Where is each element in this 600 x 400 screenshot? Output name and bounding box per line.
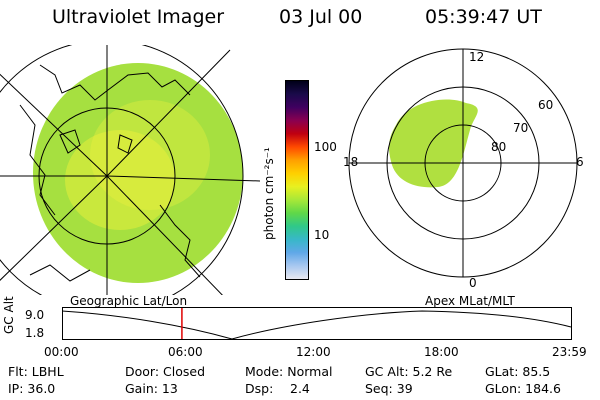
mlt-label-12: 12 xyxy=(469,50,484,64)
door-info: Door: Closed xyxy=(125,364,206,379)
lat-label-60: 60 xyxy=(538,98,553,112)
glat-info: GLat: 85.5 xyxy=(485,364,551,379)
timeline-xtick: 12:00 xyxy=(296,345,331,359)
filter-info: Flt: LBHL xyxy=(8,364,64,379)
mlt-label-18: 18 xyxy=(343,155,358,169)
left-panel-caption: Geographic Lat/Lon xyxy=(70,294,188,308)
magnetic-polar-plot: 12 18 6 0 60 70 80 xyxy=(343,48,584,290)
dsp-label: Dsp: xyxy=(245,381,274,396)
timeline-axis-label: GC Alt xyxy=(2,296,16,334)
colorbar xyxy=(285,80,309,280)
meridian-line xyxy=(106,175,260,182)
gc-alt-info: GC Alt: 5.2 Re xyxy=(365,364,453,379)
seq-info: Seq: 39 xyxy=(365,381,413,396)
meridian-line xyxy=(0,73,108,177)
coastline xyxy=(159,204,201,278)
meridian-line xyxy=(0,175,108,281)
coastline xyxy=(117,134,133,154)
time-label: 05:39:47 UT xyxy=(425,6,542,28)
dsp-value: 2.4 xyxy=(290,381,310,396)
gain-info: Gain: 13 xyxy=(125,381,178,396)
timeline-xtick: 06:00 xyxy=(168,345,203,359)
geographic-image-panel xyxy=(0,45,260,295)
timeline-xtick: 00:00 xyxy=(44,345,79,359)
right-panel-caption: Apex MLat/MLT xyxy=(425,294,515,308)
lat-label-80: 80 xyxy=(491,140,506,154)
bright-region xyxy=(65,130,175,230)
timeline-xtick: 23:59 xyxy=(552,345,587,359)
instrument-title: Ultraviolet Imager xyxy=(52,6,225,28)
lat-label-70: 70 xyxy=(513,121,528,135)
colorbar-unit-label: photon cm⁻²s⁻¹ xyxy=(262,147,276,240)
timeline-ytick-max: 9.0 xyxy=(25,308,45,322)
timeline-frame xyxy=(62,307,572,340)
bright-region xyxy=(90,100,210,210)
meridian-line xyxy=(106,49,231,177)
colorbar-tick-100: 100 xyxy=(314,140,337,154)
glon-info: GLon: 184.6 xyxy=(485,381,561,396)
colorbar-tick-10: 10 xyxy=(314,228,330,242)
latitude-circle xyxy=(0,45,244,295)
mlt-label-0: 0 xyxy=(469,276,477,290)
timeline-xtick: 18:00 xyxy=(424,345,459,359)
mode-info: Mode: Normal xyxy=(245,364,333,379)
mlt-label-6: 6 xyxy=(576,155,584,169)
altitude-timeline xyxy=(62,307,572,340)
coastline xyxy=(59,129,81,154)
altitude-curve xyxy=(62,310,572,340)
ip-info: IP: 36.0 xyxy=(8,381,56,396)
coastline xyxy=(19,104,56,216)
coastline xyxy=(39,64,191,101)
timeline-ytick-min: 1.8 xyxy=(25,326,45,340)
auroral-oval-region xyxy=(389,99,478,188)
date-label: 03 Jul 00 xyxy=(279,6,363,28)
meridian-line xyxy=(106,175,223,295)
coastline xyxy=(29,264,91,282)
